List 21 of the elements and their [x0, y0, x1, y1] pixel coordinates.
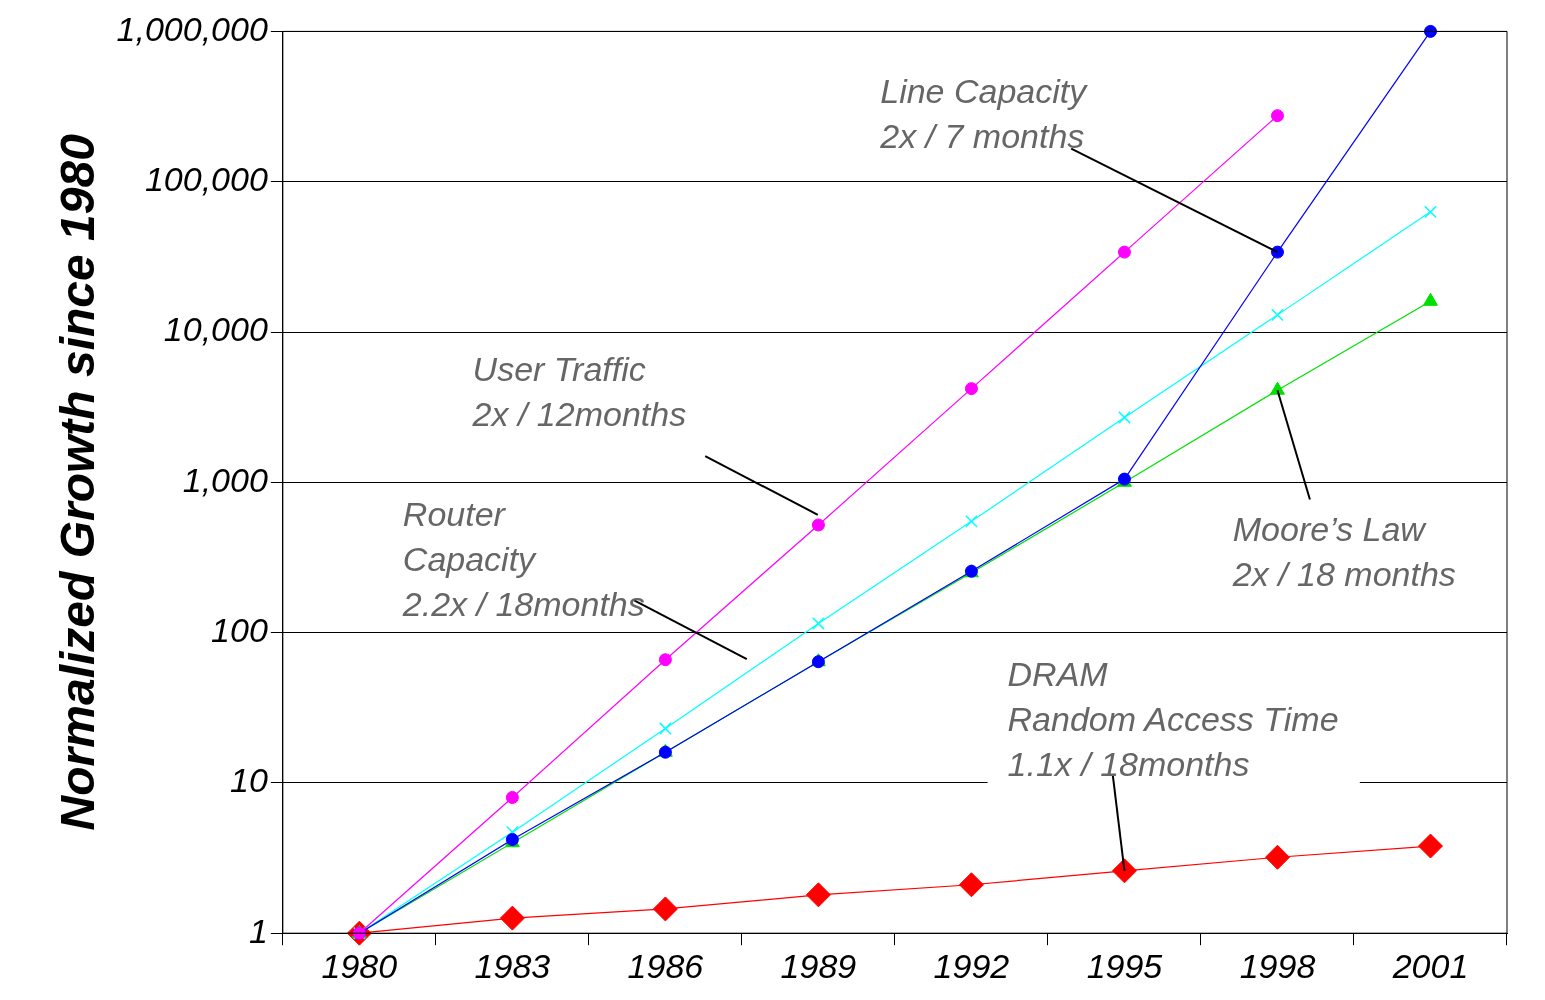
y-tick-label: 100	[211, 611, 268, 650]
y-tick-label: 100,000	[144, 160, 268, 199]
annotation: User Traffic 2x / 12months	[471, 349, 687, 433]
annotation: Line Capacity 2x / 7 months	[879, 71, 1089, 155]
x-tick-label: 1992	[933, 947, 1010, 986]
x-tick-label: 1989	[780, 947, 857, 986]
x-tick-label: 1995	[1086, 947, 1163, 986]
annotation: DRAM Random Access Time 1.1x / 18months	[1007, 655, 1339, 784]
x-tick-label: 1986	[627, 947, 704, 986]
y-tick-label: 1,000,000	[116, 9, 268, 48]
x-tick-label: 2001	[1391, 947, 1469, 986]
annotation: Router Capacity 2.2x / 18months	[401, 494, 645, 623]
y-tick-label: 10	[230, 761, 268, 800]
x-tick-label: 1980	[321, 947, 398, 986]
x-tick-label: 1983	[474, 947, 551, 986]
y-tick-label: 1	[248, 911, 268, 950]
y-axis-title: Normalized Growth since 1980	[51, 133, 105, 831]
y-tick-label: 10,000	[163, 310, 268, 349]
annotation: Moore’s Law 2x / 18 months	[1231, 510, 1456, 594]
x-tick-label: 1998	[1239, 947, 1316, 986]
y-tick-label: 1,000	[182, 460, 268, 499]
